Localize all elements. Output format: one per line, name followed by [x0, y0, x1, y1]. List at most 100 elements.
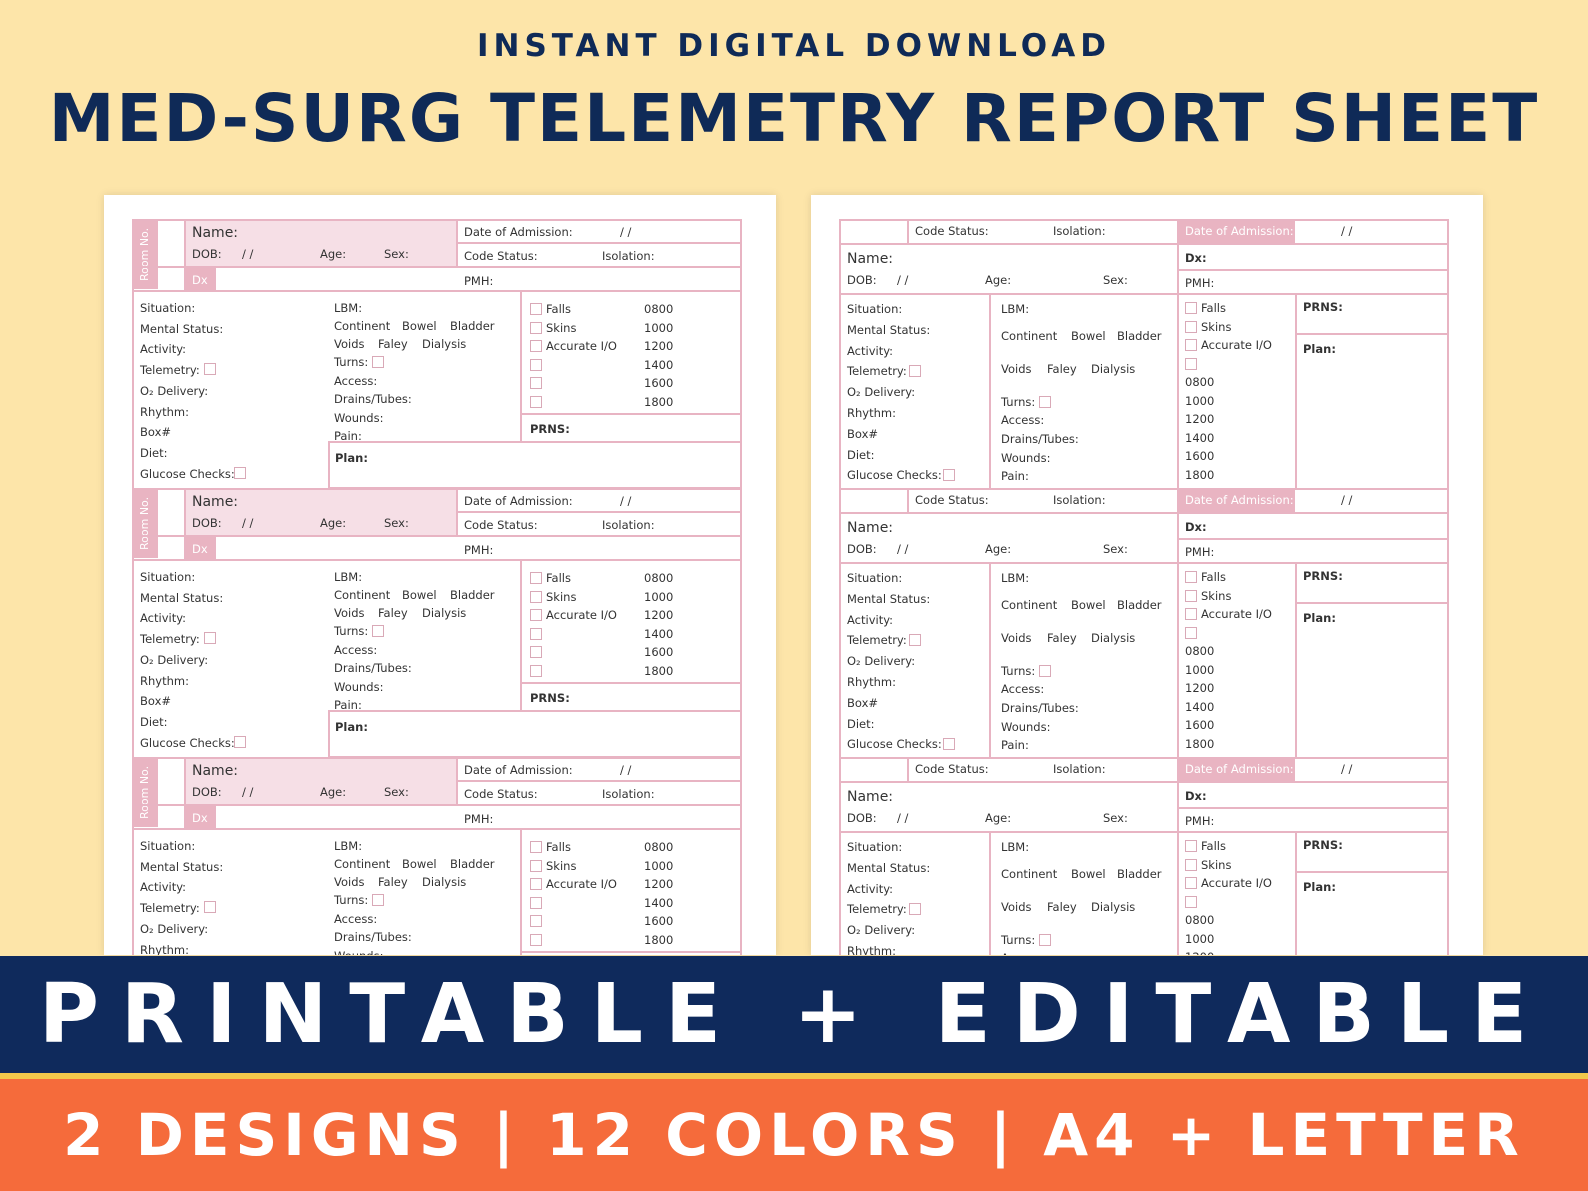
name-label: Name: — [192, 763, 238, 779]
patient-block: Code Status: Isolation: Date of Admission:… — [839, 219, 1449, 489]
checkbox[interactable] — [530, 609, 542, 621]
dx-label: Dx — [192, 273, 208, 287]
check-label: Accurate I/O — [546, 608, 617, 622]
checkbox[interactable] — [1185, 896, 1197, 908]
field-label: Situation: — [140, 839, 195, 853]
rule — [1447, 757, 1449, 955]
checkbox[interactable] — [530, 878, 542, 890]
checkbox[interactable] — [530, 665, 542, 677]
field-label: Situation: — [140, 301, 195, 315]
bowel-label: Bowel — [1071, 329, 1106, 343]
check-label: Falls — [1201, 570, 1226, 584]
checkbox[interactable] — [1039, 934, 1051, 946]
room-no-label: Room No. — [138, 494, 152, 552]
checkbox[interactable] — [1185, 608, 1197, 620]
checkbox[interactable] — [204, 901, 216, 913]
check-label: Skins — [1201, 320, 1231, 334]
code-status-label: Code Status: — [915, 493, 989, 507]
access-label: Access: — [334, 643, 377, 657]
lbm-label: LBM: — [334, 570, 362, 584]
checkbox[interactable] — [530, 340, 542, 352]
checkbox[interactable] — [530, 646, 542, 658]
sex-label: Sex: — [384, 516, 409, 530]
patient-block: Room No. Name: DOB: / / Age: Sex: Date of Admi… — [132, 219, 742, 491]
rule — [184, 488, 186, 560]
code-status-label: Code Status: — [915, 762, 989, 776]
checkbox[interactable] — [530, 359, 542, 371]
plan-label: Plan: — [1303, 880, 1336, 894]
time-slot: 1800 — [1185, 737, 1214, 751]
checkbox[interactable] — [234, 467, 246, 479]
checkbox[interactable] — [372, 356, 384, 368]
checkbox[interactable] — [530, 628, 542, 640]
field-label: Mental Status: — [847, 861, 930, 875]
checkbox[interactable] — [1185, 321, 1197, 333]
checkbox[interactable] — [1185, 358, 1197, 370]
checkbox[interactable] — [909, 634, 921, 646]
time-slot: 1200 — [644, 877, 673, 891]
rule — [132, 559, 742, 561]
lbm-label: LBM: — [1001, 571, 1029, 585]
rule — [839, 219, 1449, 221]
checkbox[interactable] — [1185, 859, 1197, 871]
date-of-admission-label: Date of Admission: — [464, 494, 573, 508]
checkbox[interactable] — [372, 894, 384, 906]
designs-colors-sizes-banner: 2 DESIGNS | 12 COLORS | A4 + LETTER — [0, 1079, 1588, 1191]
checkbox[interactable] — [530, 322, 542, 334]
checkbox[interactable] — [909, 365, 921, 377]
time-slot: 0800 — [1185, 644, 1214, 658]
checkbox[interactable] — [204, 363, 216, 375]
checkbox[interactable] — [1185, 840, 1197, 852]
rule — [520, 291, 522, 441]
checkbox[interactable] — [1185, 339, 1197, 351]
sex-label: Sex: — [1103, 273, 1128, 287]
checkbox[interactable] — [530, 897, 542, 909]
time-slot: 1400 — [644, 358, 673, 372]
checkbox[interactable] — [1185, 590, 1197, 602]
isolation-label: Isolation: — [1053, 224, 1106, 238]
checkbox[interactable] — [1185, 627, 1197, 639]
checkbox[interactable] — [1185, 302, 1197, 314]
field-label: Mental Status: — [140, 860, 223, 874]
time-slot: 0800 — [1185, 913, 1214, 927]
checkbox[interactable] — [909, 903, 921, 915]
patient-block: Code Status: Isolation: Date of Admission:… — [839, 488, 1449, 758]
pain-label: Pain: — [334, 429, 362, 443]
field-label: Mental Status: — [847, 592, 930, 606]
voids-label: Voids — [1001, 900, 1032, 914]
access-label: Access: — [1001, 951, 1044, 955]
isolation-label: Isolation: — [602, 249, 655, 263]
checkbox[interactable] — [372, 625, 384, 637]
checkbox[interactable] — [1185, 571, 1197, 583]
time-slot: 1400 — [1185, 431, 1214, 445]
checkbox[interactable] — [530, 841, 542, 853]
dob-slashes: / / — [897, 811, 908, 825]
field-label: Rhythm: — [847, 944, 896, 955]
checkbox[interactable] — [530, 591, 542, 603]
continent-label: Continent — [334, 857, 390, 871]
rule — [740, 219, 742, 489]
checkbox[interactable] — [530, 915, 542, 927]
continent-label: Continent — [334, 588, 390, 602]
checkbox[interactable] — [530, 377, 542, 389]
checkbox[interactable] — [204, 632, 216, 644]
checkbox[interactable] — [943, 469, 955, 481]
dob-slashes: / / — [242, 785, 253, 799]
rule — [184, 219, 186, 291]
checkbox[interactable] — [1039, 665, 1051, 677]
dx-label: Dx — [192, 542, 208, 556]
checkbox[interactable] — [943, 738, 955, 750]
rule — [520, 560, 522, 710]
check-label: Falls — [1201, 301, 1226, 315]
checkbox[interactable] — [234, 736, 246, 748]
checkbox[interactable] — [530, 572, 542, 584]
checkbox[interactable] — [530, 396, 542, 408]
checkbox[interactable] — [530, 934, 542, 946]
checkbox[interactable] — [530, 303, 542, 315]
checkbox[interactable] — [1185, 877, 1197, 889]
checkbox[interactable] — [530, 860, 542, 872]
age-label: Age: — [985, 273, 1011, 287]
wounds-label: Wounds: — [334, 949, 383, 955]
prns-label: PRNS: — [1303, 300, 1343, 314]
checkbox[interactable] — [1039, 396, 1051, 408]
